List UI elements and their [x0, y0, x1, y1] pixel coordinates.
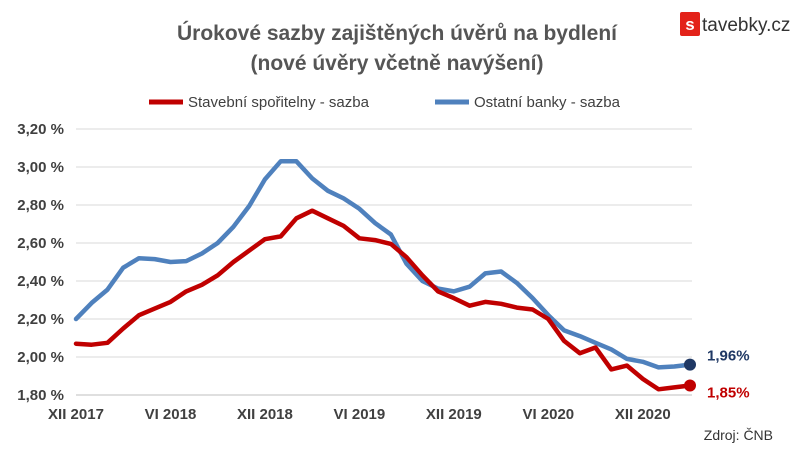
end-label-other-banks: 1,96% [707, 348, 750, 365]
plot-area: 1,85% 1,96% [73, 159, 750, 402]
x-tick-label: VI 2019 [334, 406, 386, 423]
y-tick-label: 2,20 % [17, 311, 64, 328]
y-tick-label: 2,00 % [17, 349, 64, 366]
x-tick-label: XII 2017 [48, 406, 104, 423]
series-line-savings-banks [73, 208, 693, 392]
x-tick-label: VI 2018 [145, 406, 197, 423]
legend-label-savings-banks: Stavební spořitelny - sazba [188, 94, 370, 111]
y-tick-label: 3,00 % [17, 159, 64, 176]
logo-mark: s [685, 15, 694, 34]
x-tick-label: XII 2020 [615, 406, 671, 423]
y-tick-label: 1,80 % [17, 387, 64, 404]
y-tick-label: 2,60 % [17, 235, 64, 252]
y-tick-label: 2,40 % [17, 273, 64, 290]
y-tick-label: 3,20 % [17, 121, 64, 138]
legend: Stavební spořitelny - sazba Ostatní bank… [149, 94, 621, 111]
logo-text: tavebky.cz [702, 15, 790, 36]
chart-title: Úrokové sazby zajištěných úvěrů na bydle… [177, 21, 618, 45]
source-note: Zdroj: ČNB [704, 427, 773, 443]
logo-mark-background [680, 12, 700, 36]
x-tick-label: VI 2020 [522, 406, 574, 423]
x-tick-label: XII 2019 [426, 406, 482, 423]
y-tick-label: 2,80 % [17, 197, 64, 214]
x-tick-label: XII 2018 [237, 406, 293, 423]
legend-label-other-banks: Ostatní banky - sazba [474, 94, 621, 111]
logo[interactable]: s tavebky.cz [680, 12, 790, 36]
end-point-other-banks [684, 358, 696, 371]
y-axis: 1,80 % 2,00 % 2,20 % 2,40 % 2,60 % 2,80 % 3,00… [17, 121, 64, 404]
series-line-other-banks [73, 159, 693, 370]
x-axis: XII 2017 VI 2018 XII 2018 VI 2019 XII 2019 VI… [48, 394, 692, 423]
end-label-savings-banks: 1,85% [707, 385, 750, 402]
end-point-savings-banks [684, 379, 696, 392]
chart-subtitle: (nové úvěry včetně navýšení) [251, 52, 544, 75]
